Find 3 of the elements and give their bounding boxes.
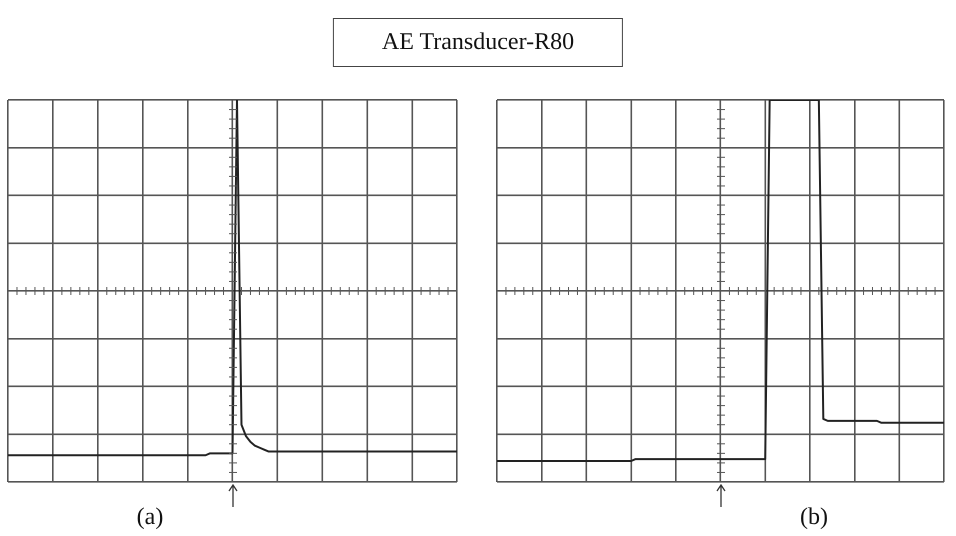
x-axis-title: (a) <box>136 504 164 531</box>
x-axis-title: (b) <box>800 504 828 531</box>
chart-title: AE Transducer-R80 <box>332 18 624 67</box>
